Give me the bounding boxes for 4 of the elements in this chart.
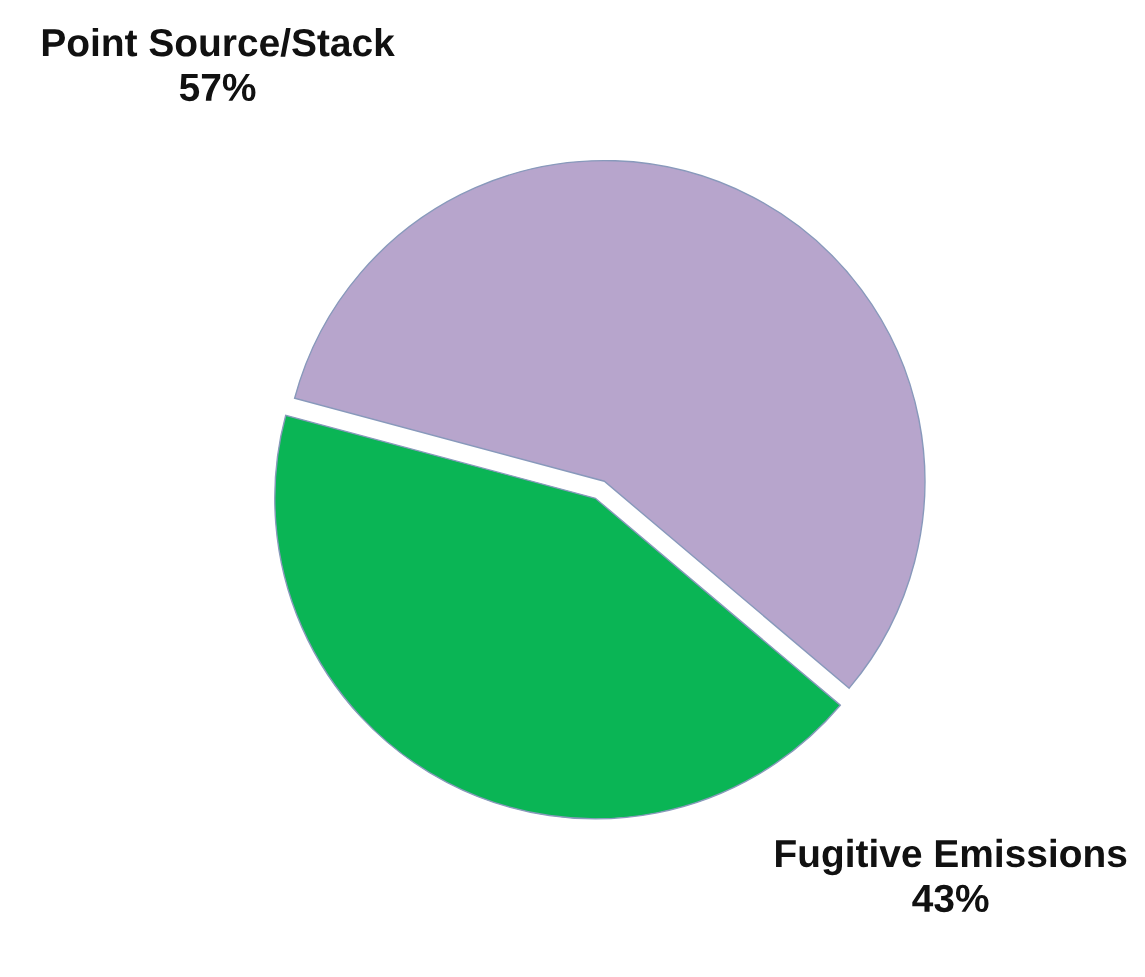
data-label: 43% bbox=[912, 884, 989, 913]
slice-label: Point Source/Stack bbox=[42, 27, 395, 57]
data-label: 57% bbox=[179, 73, 256, 102]
slice-label: Fugitive Emissions bbox=[776, 838, 1127, 876]
